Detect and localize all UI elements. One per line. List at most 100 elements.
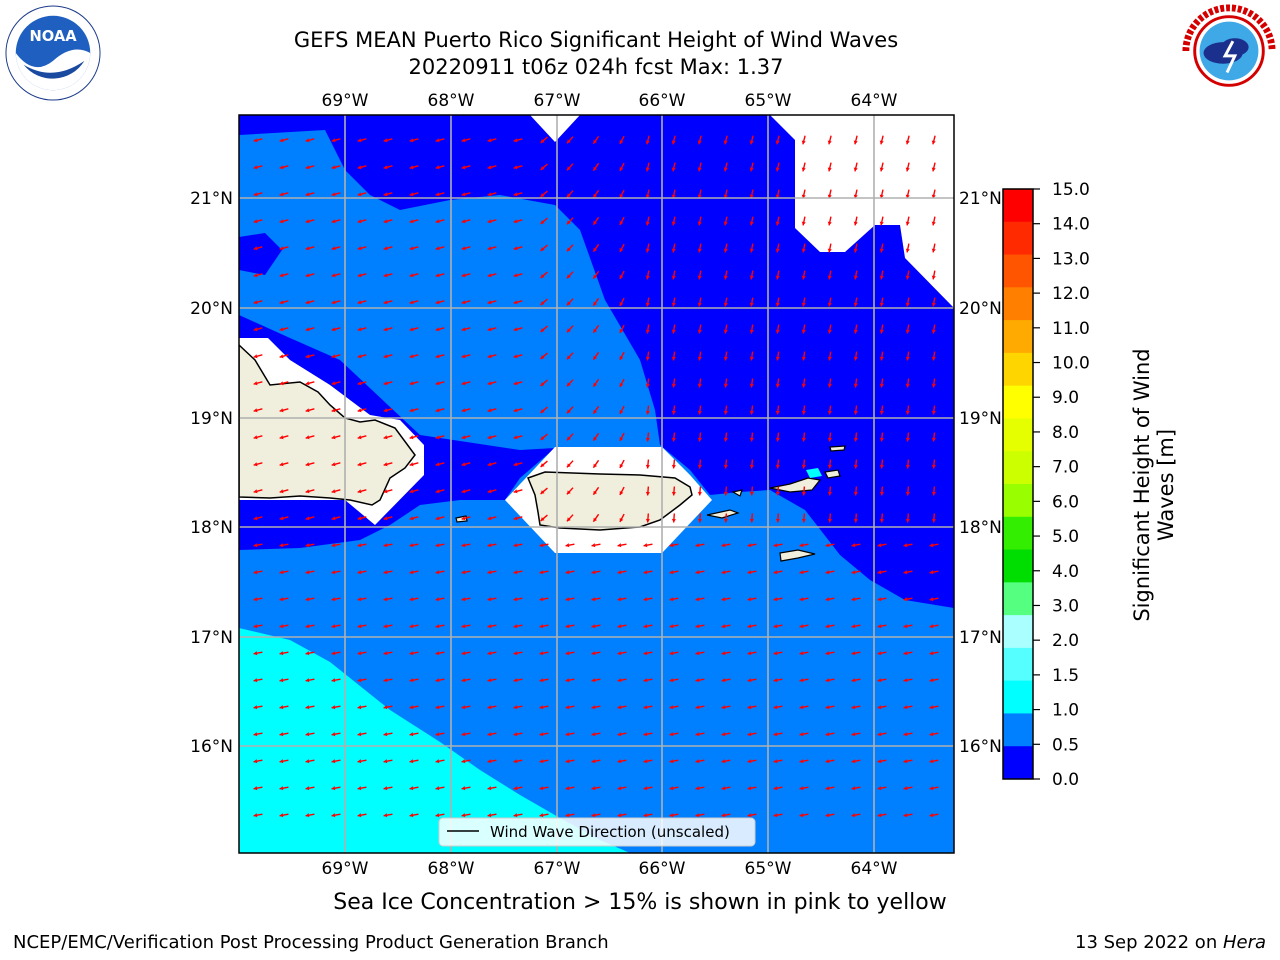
wind-wave-arrowhead [409, 273, 414, 278]
wind-wave-arrowhead [617, 705, 622, 710]
wind-wave-arrowhead [903, 786, 908, 791]
lon-label-bottom: 65°W [745, 859, 792, 879]
wind-wave-arrowhead [619, 436, 624, 441]
wind-wave-arrowhead [305, 651, 310, 656]
wind-wave-arrowhead [253, 705, 258, 710]
wind-wave-arrowhead [565, 705, 570, 710]
wind-wave-arrowhead [645, 518, 650, 523]
wind-wave-arrowhead [566, 328, 571, 333]
wind-wave-arrowhead [723, 410, 728, 415]
wind-wave-arrowhead [903, 651, 908, 656]
wind-wave-arrowhead [540, 382, 545, 386]
wind-wave-arrowhead [383, 678, 388, 683]
wind-wave-arrowhead [851, 786, 856, 791]
wind-wave-arrowhead [487, 570, 492, 575]
wind-wave-arrowhead [799, 813, 804, 818]
wind-wave-arrowhead [851, 759, 856, 764]
wind-wave-arrowhead [279, 813, 284, 818]
wind-wave-arrowhead [723, 464, 728, 469]
wind-wave-arrowhead [331, 516, 336, 521]
wind-wave-arrowhead [383, 327, 388, 332]
lon-label-top: 69°W [322, 91, 369, 111]
wind-wave-arrowhead [619, 490, 624, 495]
wind-wave-arrowhead [799, 705, 804, 710]
wind-wave-arrowhead [487, 759, 492, 764]
wind-wave-arrowhead [357, 192, 362, 197]
wind-wave-arrowhead [825, 543, 830, 548]
wind-wave-arrowhead [461, 408, 466, 413]
wind-wave-arrowhead [487, 678, 492, 683]
wind-wave-arrowhead [591, 543, 596, 548]
wind-wave-arrowhead [697, 437, 702, 442]
wind-wave-arrowhead [877, 759, 882, 764]
wind-wave-arrowhead [669, 678, 674, 683]
wind-wave-arrowhead [877, 651, 882, 656]
wind-wave-arrowhead [773, 705, 778, 710]
wind-wave-arrowhead [643, 786, 648, 791]
wind-wave-arrowhead [593, 328, 598, 333]
wind-wave-arrowhead [593, 463, 598, 468]
wind-wave-arrowhead [827, 248, 832, 253]
wind-wave-arrowhead [903, 543, 908, 548]
wind-wave-arrowhead [566, 436, 571, 441]
wind-wave-arrowhead [801, 248, 806, 253]
wind-wave-arrowhead [801, 329, 806, 334]
wind-wave-arrowhead [879, 140, 884, 145]
wind-wave-arrowhead [825, 570, 830, 575]
wind-wave-arrowhead [825, 813, 830, 818]
wind-wave-arrowhead [487, 516, 492, 521]
wind-wave-arrowhead [619, 517, 624, 522]
colorbar-band [1003, 287, 1033, 321]
wind-wave-arrowhead [357, 354, 362, 359]
wind-wave-arrowhead [879, 437, 884, 442]
wind-wave-arrowhead [747, 651, 752, 656]
wind-wave-arrowhead [435, 678, 440, 683]
colorbar-tick-label: 0.0 [1052, 770, 1079, 790]
wind-wave-arrowhead [513, 570, 518, 575]
wind-wave-arrowhead [775, 356, 780, 361]
wind-wave-arrowhead [487, 624, 492, 629]
lat-label-right: 17°N [959, 628, 1002, 648]
wind-wave-arrowhead [540, 274, 545, 278]
wind-wave-arrowhead [619, 166, 624, 171]
wind-wave-arrowhead [409, 192, 414, 197]
wind-wave-arrowhead [749, 437, 754, 442]
wind-wave-arrowhead [279, 786, 284, 791]
wind-wave-arrowhead [697, 518, 702, 523]
wind-wave-arrowhead [279, 273, 284, 278]
wind-wave-arrowhead [931, 464, 936, 469]
wind-wave-arrowhead [383, 732, 388, 737]
wind-wave-arrowhead [905, 491, 910, 496]
wind-wave-arrowhead [645, 248, 650, 253]
wind-wave-arrowhead [487, 597, 492, 602]
wind-wave-arrowhead [383, 759, 388, 764]
wind-wave-arrowhead [931, 356, 936, 361]
wind-wave-arrowhead [253, 138, 258, 143]
wind-wave-arrowhead [905, 248, 910, 253]
colorbar-band [1003, 713, 1033, 747]
wind-wave-arrowhead [619, 220, 624, 225]
wind-wave-arrowhead [695, 597, 700, 602]
wind-wave-arrowhead [851, 705, 856, 710]
wind-wave-arrowhead [357, 138, 362, 143]
wind-wave-arrowhead [671, 167, 676, 172]
wind-wave-arrowhead [409, 381, 414, 386]
colorbar-tick-label: 14.0 [1052, 215, 1090, 235]
wind-wave-arrowhead [697, 383, 702, 388]
wind-wave-arrowhead [409, 327, 414, 332]
wind-wave-arrowhead [357, 678, 362, 683]
wind-wave-arrowhead [279, 165, 284, 170]
wind-wave-arrowhead [669, 597, 674, 602]
wind-wave-arrowhead [539, 597, 544, 602]
wind-wave-arrowhead [383, 516, 388, 521]
sea-ice-note: Sea Ice Concentration > 15% is shown in … [333, 890, 947, 915]
wind-wave-arrowhead [877, 786, 882, 791]
wind-wave-arrowhead [643, 651, 648, 656]
wind-wave-arrowhead [775, 464, 780, 469]
wind-wave-arrowhead [513, 516, 518, 521]
wind-wave-arrowhead [697, 329, 702, 334]
wind-wave-arrowhead [253, 435, 258, 440]
wind-wave-arrowhead [540, 193, 545, 197]
wind-wave-arrowhead [539, 651, 544, 656]
colorbar [1003, 189, 1033, 780]
